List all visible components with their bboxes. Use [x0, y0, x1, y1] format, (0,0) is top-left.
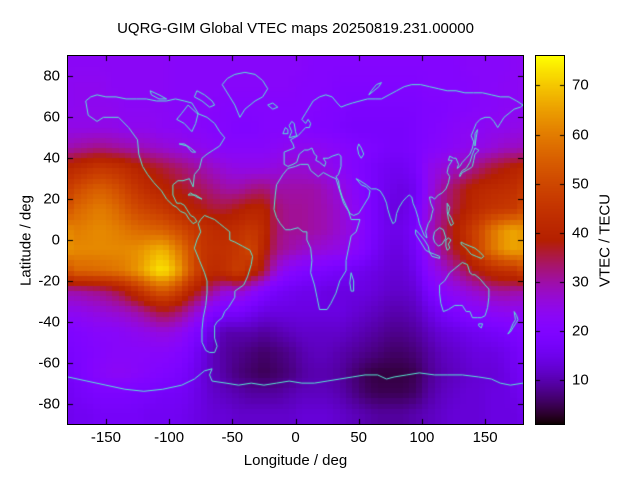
- x-tick-label: -100: [154, 429, 185, 446]
- colorbar-tick-label: 20: [572, 322, 589, 340]
- y-tick-label: -60: [38, 354, 60, 372]
- map-plot-area: [66, 54, 524, 425]
- y-tick-label: 0: [51, 231, 60, 249]
- chart-title: UQRG-GIM Global VTEC maps 20250819.231.0…: [117, 20, 474, 37]
- y-tick-label: 60: [43, 108, 60, 126]
- y-tick-label: 80: [43, 67, 60, 85]
- y-tick-label: -20: [38, 272, 60, 290]
- x-tick-label: 0: [291, 429, 300, 446]
- colorbar: [534, 54, 565, 425]
- colorbar-axis-label: VTEC / TECU: [596, 193, 614, 288]
- colorbar-tick-label: 10: [572, 371, 589, 389]
- colorbar-tick-label: 30: [572, 273, 589, 291]
- x-tick-label: 100: [409, 429, 435, 446]
- x-tick-label: -150: [90, 429, 121, 446]
- x-tick-label: 150: [472, 429, 498, 446]
- colorbar-gradient-canvas: [535, 55, 564, 424]
- colorbar-tick-label: 70: [572, 76, 589, 94]
- y-tick-label: -40: [38, 313, 60, 331]
- y-tick-label: 20: [43, 190, 60, 208]
- colorbar-tick-label: 60: [572, 126, 589, 143]
- y-tick-label: -80: [38, 395, 60, 413]
- y-tick-label: 40: [43, 149, 60, 167]
- vtec-heatmap-canvas: [67, 55, 523, 424]
- x-axis-label: Longitude / deg: [243, 452, 348, 469]
- colorbar-tick-label: 50: [572, 175, 589, 193]
- x-tick-label: 50: [350, 429, 368, 446]
- x-tick-label: -50: [221, 429, 244, 446]
- y-axis-label: Latitude / deg: [17, 195, 35, 286]
- colorbar-tick-label: 40: [572, 224, 589, 242]
